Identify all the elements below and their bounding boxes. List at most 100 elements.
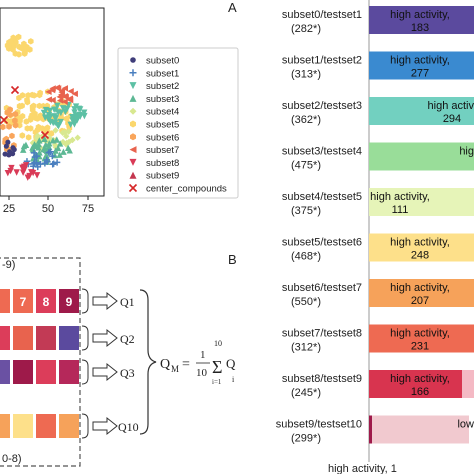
legend-label: subset5	[146, 120, 179, 131]
scatter-point	[20, 146, 27, 153]
legend-marker	[129, 171, 137, 179]
bar-count: (299*)	[291, 433, 321, 445]
scatter-point	[48, 130, 55, 137]
bar	[369, 51, 474, 80]
grid-cell	[59, 414, 79, 438]
scatter-point	[13, 169, 20, 176]
legend-marker	[130, 120, 136, 128]
legend-label: subset3	[146, 94, 179, 105]
scatter-point	[16, 94, 22, 102]
scatter-points	[0, 33, 88, 181]
scatter-point	[71, 121, 78, 128]
bar-count: (313*)	[291, 69, 321, 81]
formula-term: Q	[226, 356, 236, 371]
bar	[369, 370, 474, 398]
legend-label: center_compounds	[146, 184, 227, 195]
row-bracket	[81, 413, 89, 439]
bar-text: high activity,	[390, 328, 450, 340]
scatter-point	[7, 111, 13, 118]
bar-value: 248	[411, 250, 429, 262]
grid-cell	[0, 360, 10, 384]
scatter-point	[56, 140, 64, 147]
arrow-icon	[92, 291, 118, 311]
legend-marker	[129, 94, 137, 102]
bar-text: high activity,	[370, 191, 430, 203]
scatter-point	[23, 118, 30, 125]
scatter-point	[43, 151, 50, 159]
scatter-point	[46, 140, 53, 147]
scatter-point	[51, 119, 59, 127]
scatter-panel: 25 50 75	[0, 7, 105, 215]
legend-label: subset8	[146, 158, 179, 169]
scatter-point	[34, 132, 41, 139]
scatter-point	[20, 142, 28, 150]
scatter-point	[33, 159, 40, 166]
bar-remainder	[462, 370, 474, 398]
scatter-point	[30, 149, 38, 157]
legend-marker	[130, 57, 136, 63]
arrow-icon	[92, 416, 118, 436]
scatter-point	[59, 105, 67, 112]
scatter-point	[62, 93, 69, 101]
legend-label: subset1	[146, 68, 179, 79]
scatter-point	[46, 134, 53, 142]
bar-text: high activity,	[390, 282, 450, 294]
scatter-point	[71, 106, 78, 113]
scatter-point	[63, 139, 70, 147]
bar-value: 277	[411, 68, 429, 80]
bar-value: 231	[411, 341, 429, 353]
bar	[369, 279, 474, 307]
scatter-point	[24, 125, 31, 132]
bar-label: subset7/testset8	[282, 328, 362, 340]
scatter-point	[31, 153, 39, 161]
scatter-point	[49, 152, 56, 160]
bar-count: (475*)	[291, 160, 321, 172]
scatter-point	[62, 108, 69, 115]
grid-cell	[0, 289, 10, 313]
scatter-point	[30, 163, 37, 170]
bar-value: 111	[392, 204, 409, 216]
bar-remainder	[369, 415, 372, 444]
grid-panel: -9) 0-8) 7 8 9 Q1 Q	[0, 257, 236, 467]
scatter-point	[32, 114, 38, 121]
scatter-point	[67, 121, 74, 128]
q-label: Q3	[120, 366, 135, 380]
scatter-point	[36, 137, 43, 144]
bar-text: low	[457, 419, 474, 431]
scatter-point	[20, 166, 28, 173]
formula-denominator: 10	[196, 367, 208, 379]
bar-text: high activity,	[390, 55, 450, 67]
scatter-point	[44, 158, 51, 165]
scatter-point	[19, 45, 26, 52]
scatter-point	[45, 96, 53, 103]
bar-value: 183	[411, 22, 429, 34]
scatter-point	[69, 136, 76, 144]
legend-marker	[130, 133, 136, 141]
scatter-point	[65, 128, 72, 135]
scatter-point	[71, 90, 78, 98]
grid-cell	[13, 326, 33, 350]
grid-cell	[0, 414, 10, 438]
bar	[369, 233, 474, 262]
scatter-point	[49, 96, 56, 104]
legend-marker	[129, 146, 137, 154]
bar	[369, 6, 474, 34]
scatter-point	[50, 160, 57, 167]
legend-label: subset6	[146, 132, 179, 143]
scatter-point	[16, 51, 22, 58]
bar-value: 166	[411, 386, 429, 398]
curly-brace	[139, 289, 157, 435]
scatter-point	[49, 137, 57, 144]
scatter-point	[37, 89, 43, 97]
scatter-point	[33, 172, 41, 179]
grid-cell	[59, 360, 79, 384]
bar	[369, 324, 474, 353]
bar-count: (282*)	[291, 23, 321, 35]
formula: Q M = 1 10 10 Σ i=1 Q i	[160, 339, 236, 386]
bar-count: (245*)	[291, 387, 321, 399]
bar-label: subset5/testset6	[282, 237, 362, 249]
scatter-point	[54, 102, 61, 110]
grid-cell	[13, 289, 33, 313]
grid-cell	[13, 360, 33, 384]
